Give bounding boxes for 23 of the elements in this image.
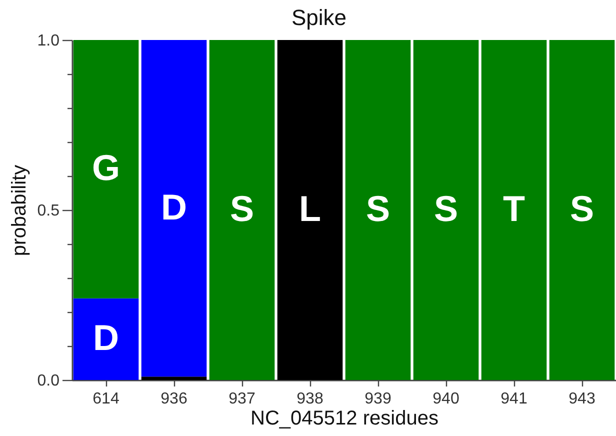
y-axis-title: probability xyxy=(8,164,30,256)
series-label: L xyxy=(299,188,321,229)
chart-title: Spike xyxy=(291,5,347,30)
series-label: S xyxy=(230,188,254,229)
x-tick-label: 940 xyxy=(432,390,460,408)
y-tick-label: 1.0 xyxy=(37,32,60,50)
text: S xyxy=(570,188,594,229)
x-axis-title: NC_045512 residues xyxy=(250,408,438,430)
text: S xyxy=(366,188,390,229)
text: D xyxy=(161,186,187,228)
x-tick-label: 936 xyxy=(160,390,188,408)
x-tick-label: 941 xyxy=(500,390,528,408)
series-label: G xyxy=(92,147,120,188)
text: S xyxy=(434,188,458,229)
x-tick-label: 937 xyxy=(228,390,256,408)
y-tick-label: 0.5 xyxy=(37,202,60,220)
x-tick-label: 938 xyxy=(296,390,324,408)
x-tick-label: 943 xyxy=(568,390,596,408)
series-label: T xyxy=(503,188,525,229)
y-tick-label: 0.0 xyxy=(37,372,60,390)
x-tick-label: 614 xyxy=(92,390,120,408)
series-label: D xyxy=(93,317,119,358)
x-tick-label: 939 xyxy=(364,390,392,408)
